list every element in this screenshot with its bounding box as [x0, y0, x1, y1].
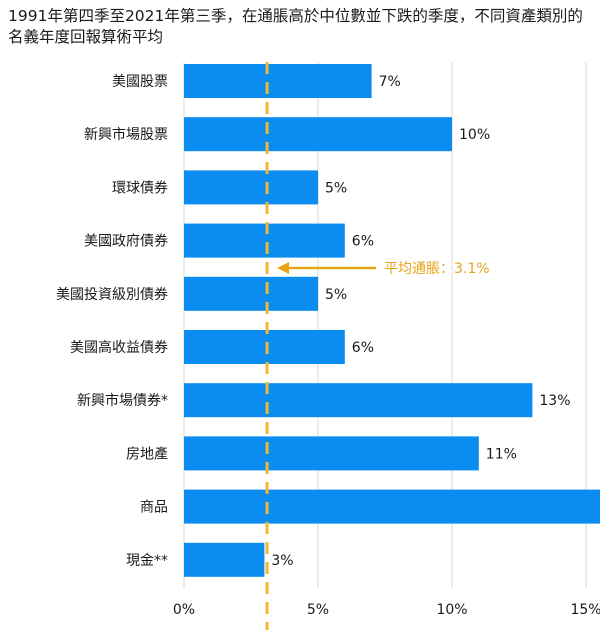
bar	[184, 223, 345, 258]
bar	[184, 330, 345, 364]
x-tick-labels: 0%5%10%15%20%25%	[173, 602, 600, 618]
category-label: 美國高收益債券	[70, 339, 168, 356]
x-tick-label: 15%	[570, 602, 600, 618]
bar	[184, 542, 265, 577]
x-tick-label: 5%	[307, 602, 329, 618]
bar	[184, 436, 479, 471]
category-label: 房地產	[126, 445, 168, 462]
value-label: 11%	[486, 446, 517, 462]
value-label: 5%	[325, 180, 347, 196]
value-label: 6%	[352, 340, 374, 356]
category-label: 商品	[140, 500, 168, 516]
value-label: 6%	[352, 234, 374, 250]
bar	[184, 276, 318, 311]
category-labels: 美國股票新興市場股票環球債券美國政府債券美國投資級別債券美國高收益債券新興市場債…	[56, 74, 168, 569]
reference-line-label: 平均通脹：3.1%	[384, 261, 490, 277]
category-label: 美國股票	[112, 74, 168, 90]
reference-line-group: 平均通脹：3.1%	[265, 62, 490, 630]
value-label: 10%	[459, 127, 490, 143]
value-label: 7%	[379, 74, 401, 90]
value-labels: 7%10%5%6%5%6%13%11%20%3%	[271, 74, 570, 569]
annotation-arrow-head	[277, 262, 290, 274]
bar	[184, 489, 600, 524]
chart-title: 1991年第四季至2021年第三季，在通脹高於中位數並下跌的季度，不同資產類別的…	[8, 7, 583, 46]
bar	[184, 117, 452, 152]
category-label: 新興市場股票	[84, 126, 168, 143]
category-label: 新興市場債券*	[77, 392, 168, 409]
category-label: 環球債券	[112, 180, 168, 196]
x-tick-label: 10%	[436, 602, 467, 618]
bar	[184, 383, 533, 418]
value-label: 3%	[271, 553, 293, 569]
bar	[184, 64, 372, 98]
value-label: 13%	[539, 393, 570, 409]
x-tick-label: 0%	[173, 602, 195, 618]
bar	[184, 170, 318, 205]
category-label: 美國投資級別債券	[56, 287, 168, 303]
category-label: 現金**	[126, 553, 168, 569]
bars	[184, 64, 600, 577]
category-label: 美國政府債券	[84, 234, 168, 250]
value-label: 5%	[325, 287, 347, 303]
